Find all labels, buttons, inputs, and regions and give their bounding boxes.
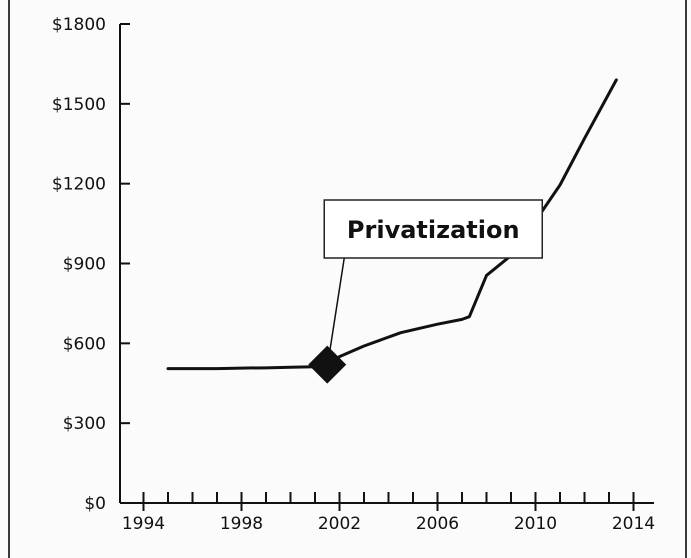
- y-tick-label: $0: [84, 494, 106, 514]
- x-tick-label: 1994: [122, 514, 165, 534]
- x-tick-label: 2006: [416, 514, 459, 534]
- annotation-label: Privatization: [347, 216, 520, 244]
- annotation-leader-line: [328, 257, 345, 355]
- x-axis-ticks: 1994 1998 2002 2006 2010 2014: [122, 492, 655, 534]
- x-tick-label: 2010: [514, 514, 557, 534]
- annotation-diamond-marker: [308, 345, 347, 384]
- annotation-label-box: [323, 199, 543, 259]
- y-tick-label: $1800: [52, 15, 106, 35]
- y-axis-ticks: $0 $300 $600 $900 $1200 $1500 $1800: [52, 15, 130, 514]
- x-tick-label: 2014: [612, 514, 655, 534]
- y-tick-label: $900: [63, 255, 106, 275]
- y-tick-label: $1500: [52, 95, 106, 115]
- x-tick-label: 2002: [318, 514, 361, 534]
- y-tick-label: $1200: [52, 175, 106, 195]
- frame-border-right: [685, 0, 687, 558]
- x-tick-label: 1998: [220, 514, 263, 534]
- frame-border-left: [8, 0, 10, 558]
- annotation-layer: Privatization: [308, 199, 543, 384]
- y-tick-label: $300: [63, 414, 106, 434]
- y-tick-label: $600: [63, 334, 106, 354]
